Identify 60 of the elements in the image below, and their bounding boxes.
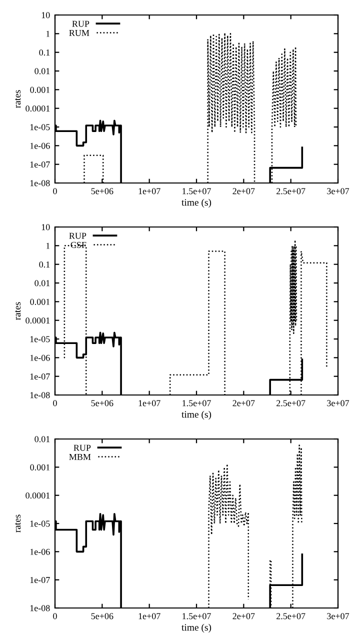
legend-label: RUP [72,20,90,27]
x-tick-label: 0 [53,613,57,620]
y-tick-label: 0.1 [39,261,50,268]
x-tick-label: 3e+07 [327,400,350,406]
y-tick-label: 0.001 [30,464,50,470]
x-axis-title: time (s) [182,410,212,420]
y-tick-label: 1 [46,242,50,249]
y-tick-label: 1e-06 [30,548,50,555]
y-tick-label: 1e-05 [30,520,50,527]
x-tick-label: 3e+07 [327,613,350,620]
y-tick-label: 1e-08 [30,180,50,186]
y-tick-label: 1e-06 [30,142,50,149]
x-tick-label: 1e+07 [138,188,160,194]
x-tick-label: 3e+07 [327,188,350,194]
x-tick-label: 1.5e+07 [182,188,211,194]
y-tick-label: 0.0001 [26,105,50,112]
x-tick-label: 1e+07 [138,613,160,620]
x-tick-label: 5e+06 [91,188,114,194]
x-tick-label: 1.5e+07 [182,400,211,406]
y-axis-title: rates [14,302,21,320]
y-axis-title: rates [14,90,21,108]
y-axis-title: rates [14,514,21,532]
x-tick-label: 2e+07 [232,400,255,406]
legend-label: RUP [69,232,86,239]
y-tick-label: 0.001 [30,298,50,305]
x-tick-label: 5e+06 [91,613,114,620]
y-tick-label: 1e-05 [30,124,50,130]
y-tick-label: 0.01 [34,436,50,442]
y-tick-label: 1e-07 [30,161,50,168]
y-tick-label: 0.1 [39,49,50,56]
y-tick-label: 1 [46,30,50,37]
legend-label: RUM [69,30,90,36]
y-tick-label: 0.01 [34,280,50,286]
y-tick-label: 0.0001 [26,317,50,324]
x-tick-label: 0 [53,400,57,406]
y-tick-label: 0.01 [34,68,50,74]
x-axis-title: time (s) [182,624,212,633]
y-tick-label: 1e-06 [30,354,50,361]
y-tick-label: 10 [42,224,50,230]
y-tick-label: 1e-07 [30,576,50,584]
legend-label: RUP [74,444,91,451]
y-tick-label: 1e-05 [30,336,50,342]
y-tick-label: 0.0001 [26,492,50,499]
x-tick-label: 2.5e+07 [276,400,306,406]
legend-label: CSF [70,242,86,248]
x-tick-label: 1e+07 [138,400,160,406]
x-tick-label: 2.5e+07 [276,613,306,620]
y-tick-label: 0.001 [30,86,50,93]
y-tick-label: 1e-07 [30,373,50,380]
legend-label: MBM [69,454,91,460]
x-tick-label: 1.5e+07 [182,613,211,620]
x-tick-label: 0 [53,188,57,194]
x-tick-label: 2e+07 [232,188,255,194]
y-tick-label: 10 [42,12,50,18]
x-tick-label: 5e+06 [91,400,114,406]
x-axis-title: time (s) [182,198,212,208]
x-tick-label: 2e+07 [232,613,255,620]
y-tick-label: 1e-08 [30,605,50,612]
y-tick-label: 1e-08 [30,392,50,398]
x-tick-label: 2.5e+07 [276,188,306,194]
